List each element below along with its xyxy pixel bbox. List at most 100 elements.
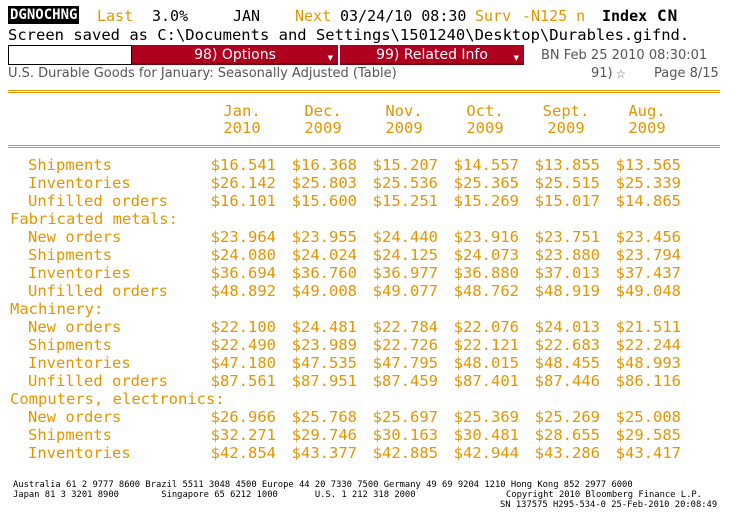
table-cell: $24.125 — [372, 246, 438, 264]
table-cell: $48.993 — [615, 354, 681, 372]
table-cell: $48.455 — [534, 354, 600, 372]
copyright: Copyright 2010 Bloomberg Finance L.P. — [506, 490, 702, 500]
table-cell: $22.076 — [453, 318, 519, 336]
row-label: Inventories — [28, 264, 131, 282]
row-label: Shipments — [28, 426, 112, 444]
dropdown-arrow-icon: ▼ — [327, 54, 333, 62]
index-label: Index — [602, 7, 648, 25]
table-cell: $25.269 — [534, 408, 600, 426]
column-month: Jan. — [223, 102, 261, 120]
star-icon[interactable]: ☆ — [616, 63, 626, 82]
column-month: Oct. — [466, 102, 504, 120]
table-cell: $25.369 — [453, 408, 519, 426]
table-cell: $25.339 — [615, 174, 681, 192]
surv-value: -N125 n — [522, 7, 586, 25]
table-row: Shipments $24.080 $24.024 $24.125 $24.073 $23… — [0, 246, 736, 264]
table-cell: $48.892 — [210, 282, 276, 300]
table-cell: $22.244 — [615, 336, 681, 354]
column-month: Dec. — [304, 102, 342, 120]
table-cell: $22.121 — [453, 336, 519, 354]
ticker[interactable]: DGNOCHNG — [8, 6, 80, 24]
options-button[interactable]: 98) Options ▼ — [132, 45, 338, 65]
table-cell: $36.760 — [291, 264, 357, 282]
column-year: 2009 — [466, 119, 504, 137]
table-cell: $22.490 — [210, 336, 276, 354]
table-cell: $29.585 — [615, 426, 681, 444]
security-header: DGNOCHNG Last 3.0% JAN Next 03/24/10 08:… — [0, 0, 736, 28]
table-cell: $86.116 — [615, 372, 681, 390]
table-cell: $30.481 — [453, 426, 519, 444]
table-cell: $15.017 — [534, 192, 600, 210]
table-cell: $30.163 — [372, 426, 438, 444]
row-label: Unfilled orders — [28, 192, 168, 210]
section-label: Machinery: — [10, 300, 104, 318]
table-cell: $25.536 — [372, 174, 438, 192]
next-label: Next — [295, 7, 332, 25]
table-cell: $28.655 — [534, 426, 600, 444]
table-cell: $43.377 — [291, 444, 357, 462]
table-row: New orders $22.100 $24.481 $22.784 $22.076 $2… — [0, 318, 736, 336]
table-cell: $25.008 — [615, 408, 681, 426]
column-year: 2009 — [547, 119, 585, 137]
country-code: CN — [657, 6, 679, 25]
table-cell: $24.440 — [372, 228, 438, 246]
table-cell: $47.535 — [291, 354, 357, 372]
row-label: New orders — [28, 228, 122, 246]
table-cell: $42.854 — [210, 444, 276, 462]
table-cell: $87.951 — [291, 372, 357, 390]
table-row: Unfilled orders $48.892 $49.008 $49.077 $48.… — [0, 282, 736, 300]
footer-contacts: Australia 61 2 9777 8600 Brazil 5511 304… — [13, 480, 633, 490]
table-cell: $26.142 — [210, 174, 276, 192]
period: JAN — [233, 7, 261, 25]
table-cell: $42.885 — [372, 444, 438, 462]
table-row: Shipments $16.541 $16.368 $15.207 $14.557 $13… — [0, 156, 736, 174]
row-label: Inventories — [28, 444, 131, 462]
table-cell: $48.919 — [534, 282, 600, 300]
row-label: Shipments — [28, 336, 112, 354]
table-cell: $24.024 — [291, 246, 357, 264]
table-cell: $87.446 — [534, 372, 600, 390]
command-input[interactable] — [8, 45, 132, 65]
column-month: Nov. — [385, 102, 423, 120]
table-cell: $43.286 — [534, 444, 600, 462]
table-cell: $87.401 — [453, 372, 519, 390]
table-cell: $15.269 — [453, 192, 519, 210]
table-cell: $15.600 — [291, 192, 357, 210]
related-info-button[interactable]: 99) Related Info ▼ — [340, 45, 524, 65]
table-cell: $16.101 — [210, 192, 276, 210]
row-label: Unfilled orders — [28, 372, 168, 390]
section-label: Fabricated metals: — [10, 210, 178, 228]
story-number: 91) — [591, 66, 613, 81]
column-year: 2010 — [223, 119, 261, 137]
table-cell: $24.481 — [291, 318, 357, 336]
table-cell: $37.013 — [534, 264, 600, 282]
column-header: Sept. 2009 — [528, 103, 604, 137]
table-cell: $87.561 — [210, 372, 276, 390]
row-label: Shipments — [28, 246, 112, 264]
table-cell: $24.080 — [210, 246, 276, 264]
options-button-label: 98) Options — [194, 47, 276, 63]
table-cell: $23.880 — [534, 246, 600, 264]
table-cell: $16.368 — [291, 156, 357, 174]
table-cell: $49.077 — [372, 282, 438, 300]
divider — [8, 90, 720, 93]
row-label: Inventories — [28, 174, 131, 192]
table-row: Shipments $22.490 $23.989 $22.726 $22.121 $22… — [0, 336, 736, 354]
table-cell: $25.697 — [372, 408, 438, 426]
table-cell: $36.880 — [453, 264, 519, 282]
table-cell: $36.694 — [210, 264, 276, 282]
table-cell: $36.977 — [372, 264, 438, 282]
table-cell: $23.964 — [210, 228, 276, 246]
status-message: Screen saved as C:\Documents and Setting… — [8, 26, 690, 44]
table-cell: $23.955 — [291, 228, 357, 246]
table-cell: $48.015 — [453, 354, 519, 372]
table-cell: $25.515 — [534, 174, 600, 192]
table-cell: $14.557 — [453, 156, 519, 174]
table-cell: $13.855 — [534, 156, 600, 174]
table-cell: $23.751 — [534, 228, 600, 246]
table-cell: $87.459 — [372, 372, 438, 390]
row-label: New orders — [28, 408, 122, 426]
section-header: Machinery: — [0, 300, 736, 318]
table-cell: $49.048 — [615, 282, 681, 300]
table-cell: $48.762 — [453, 282, 519, 300]
